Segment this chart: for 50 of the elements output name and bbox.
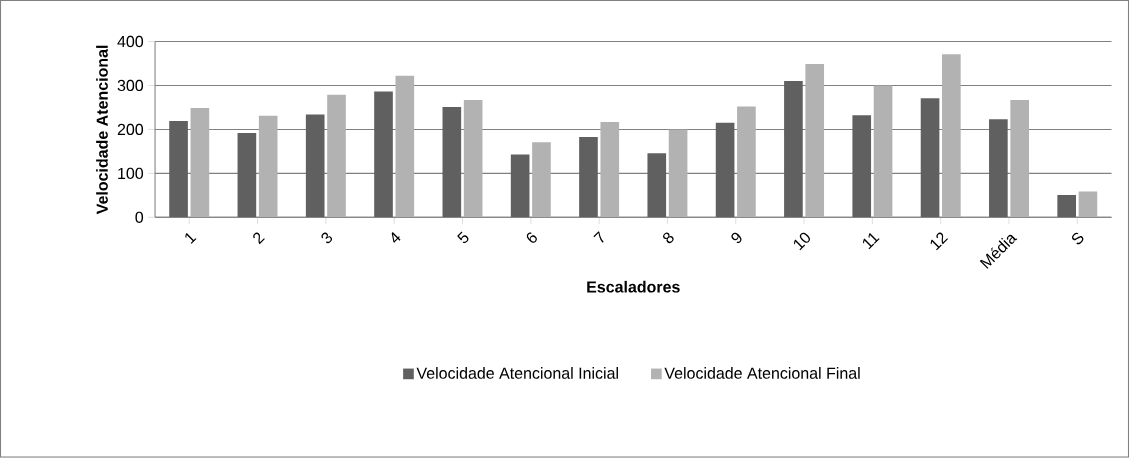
x-tick-label: 7 bbox=[593, 231, 604, 243]
bar bbox=[873, 85, 893, 218]
legend-label: Velocidade Atencional Inicial bbox=[416, 367, 618, 380]
bar bbox=[395, 75, 415, 218]
x-tick-label: 10 bbox=[793, 232, 810, 251]
x-tick-label: 8 bbox=[663, 232, 674, 244]
x-tick-label: 2 bbox=[253, 232, 265, 245]
y-tick-label: 200 bbox=[117, 123, 144, 136]
bar bbox=[463, 100, 483, 218]
x-tick-label: 9 bbox=[731, 232, 742, 244]
x-axis-title: Escaladores bbox=[587, 281, 680, 293]
bar bbox=[510, 154, 530, 218]
x-tick-label: 5 bbox=[457, 231, 469, 244]
bar bbox=[784, 81, 803, 218]
bar bbox=[942, 54, 961, 218]
bar bbox=[989, 119, 1008, 218]
x-tick-label: S bbox=[1071, 232, 1084, 245]
bar bbox=[237, 133, 257, 218]
bar bbox=[1057, 195, 1077, 218]
bar bbox=[442, 107, 462, 218]
x-tick-label: 11 bbox=[863, 233, 880, 250]
bar bbox=[258, 115, 278, 218]
y-tick-label: 400 bbox=[117, 36, 144, 48]
bar bbox=[715, 122, 735, 218]
bar bbox=[169, 121, 188, 218]
bar bbox=[327, 94, 346, 218]
bar bbox=[190, 108, 210, 218]
x-tick-label: 3 bbox=[321, 232, 333, 244]
y-tick-label: 100 bbox=[118, 167, 144, 180]
bar bbox=[305, 114, 325, 218]
bar bbox=[647, 153, 667, 218]
bar bbox=[532, 142, 551, 218]
bar bbox=[668, 129, 688, 218]
y-tick-label: 0 bbox=[135, 211, 144, 224]
bar bbox=[805, 64, 825, 218]
bar bbox=[737, 106, 756, 218]
x-tick-label: 4 bbox=[391, 232, 401, 243]
x-tick-label: 1 bbox=[185, 233, 197, 245]
y-tick-label: 300 bbox=[117, 79, 144, 92]
bar bbox=[1010, 100, 1029, 218]
legend-label: Velocidade Atencional Final bbox=[664, 367, 860, 380]
bar bbox=[600, 122, 620, 218]
bar bbox=[579, 137, 598, 218]
y-axis-title: Velocidade Atencional bbox=[96, 45, 108, 215]
bar bbox=[852, 115, 872, 218]
x-tick-label: 6 bbox=[526, 232, 537, 243]
bar bbox=[1078, 191, 1098, 218]
bar bbox=[374, 91, 393, 218]
bar bbox=[920, 98, 940, 218]
x-tick-label: 12 bbox=[930, 232, 949, 251]
